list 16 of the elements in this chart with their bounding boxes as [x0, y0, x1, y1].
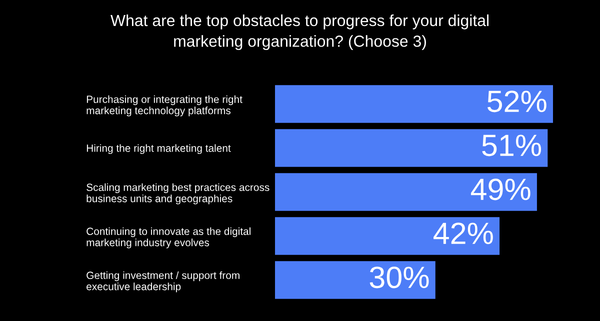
chart-title: What are the top obstacles to progress for your digital marketing organization? (Choose 3) — [110, 14, 488, 50]
y-tick-label: Hiring the right marketing talent — [86, 144, 231, 154]
data-label: 49% — [470, 178, 530, 200]
data-label: 30% — [370, 266, 429, 288]
data-label: 42% — [434, 222, 493, 244]
bar — [275, 261, 436, 299]
y-tick-label: Purchasing or integrating the right marketing technology platforms — [86, 95, 242, 116]
bar — [275, 173, 537, 211]
y-tick-label: Scaling marketing best practices across business units and geographies — [86, 183, 270, 204]
bar — [275, 217, 500, 255]
y-tick-label: Continuing to innovate as the digital marketing industry evolves — [86, 227, 250, 248]
y-tick-label: Getting investment / support from executive leadership — [86, 271, 240, 292]
data-label: 52% — [488, 90, 546, 112]
bar — [275, 85, 553, 123]
bar — [275, 129, 548, 167]
data-label: 51% — [482, 134, 542, 156]
